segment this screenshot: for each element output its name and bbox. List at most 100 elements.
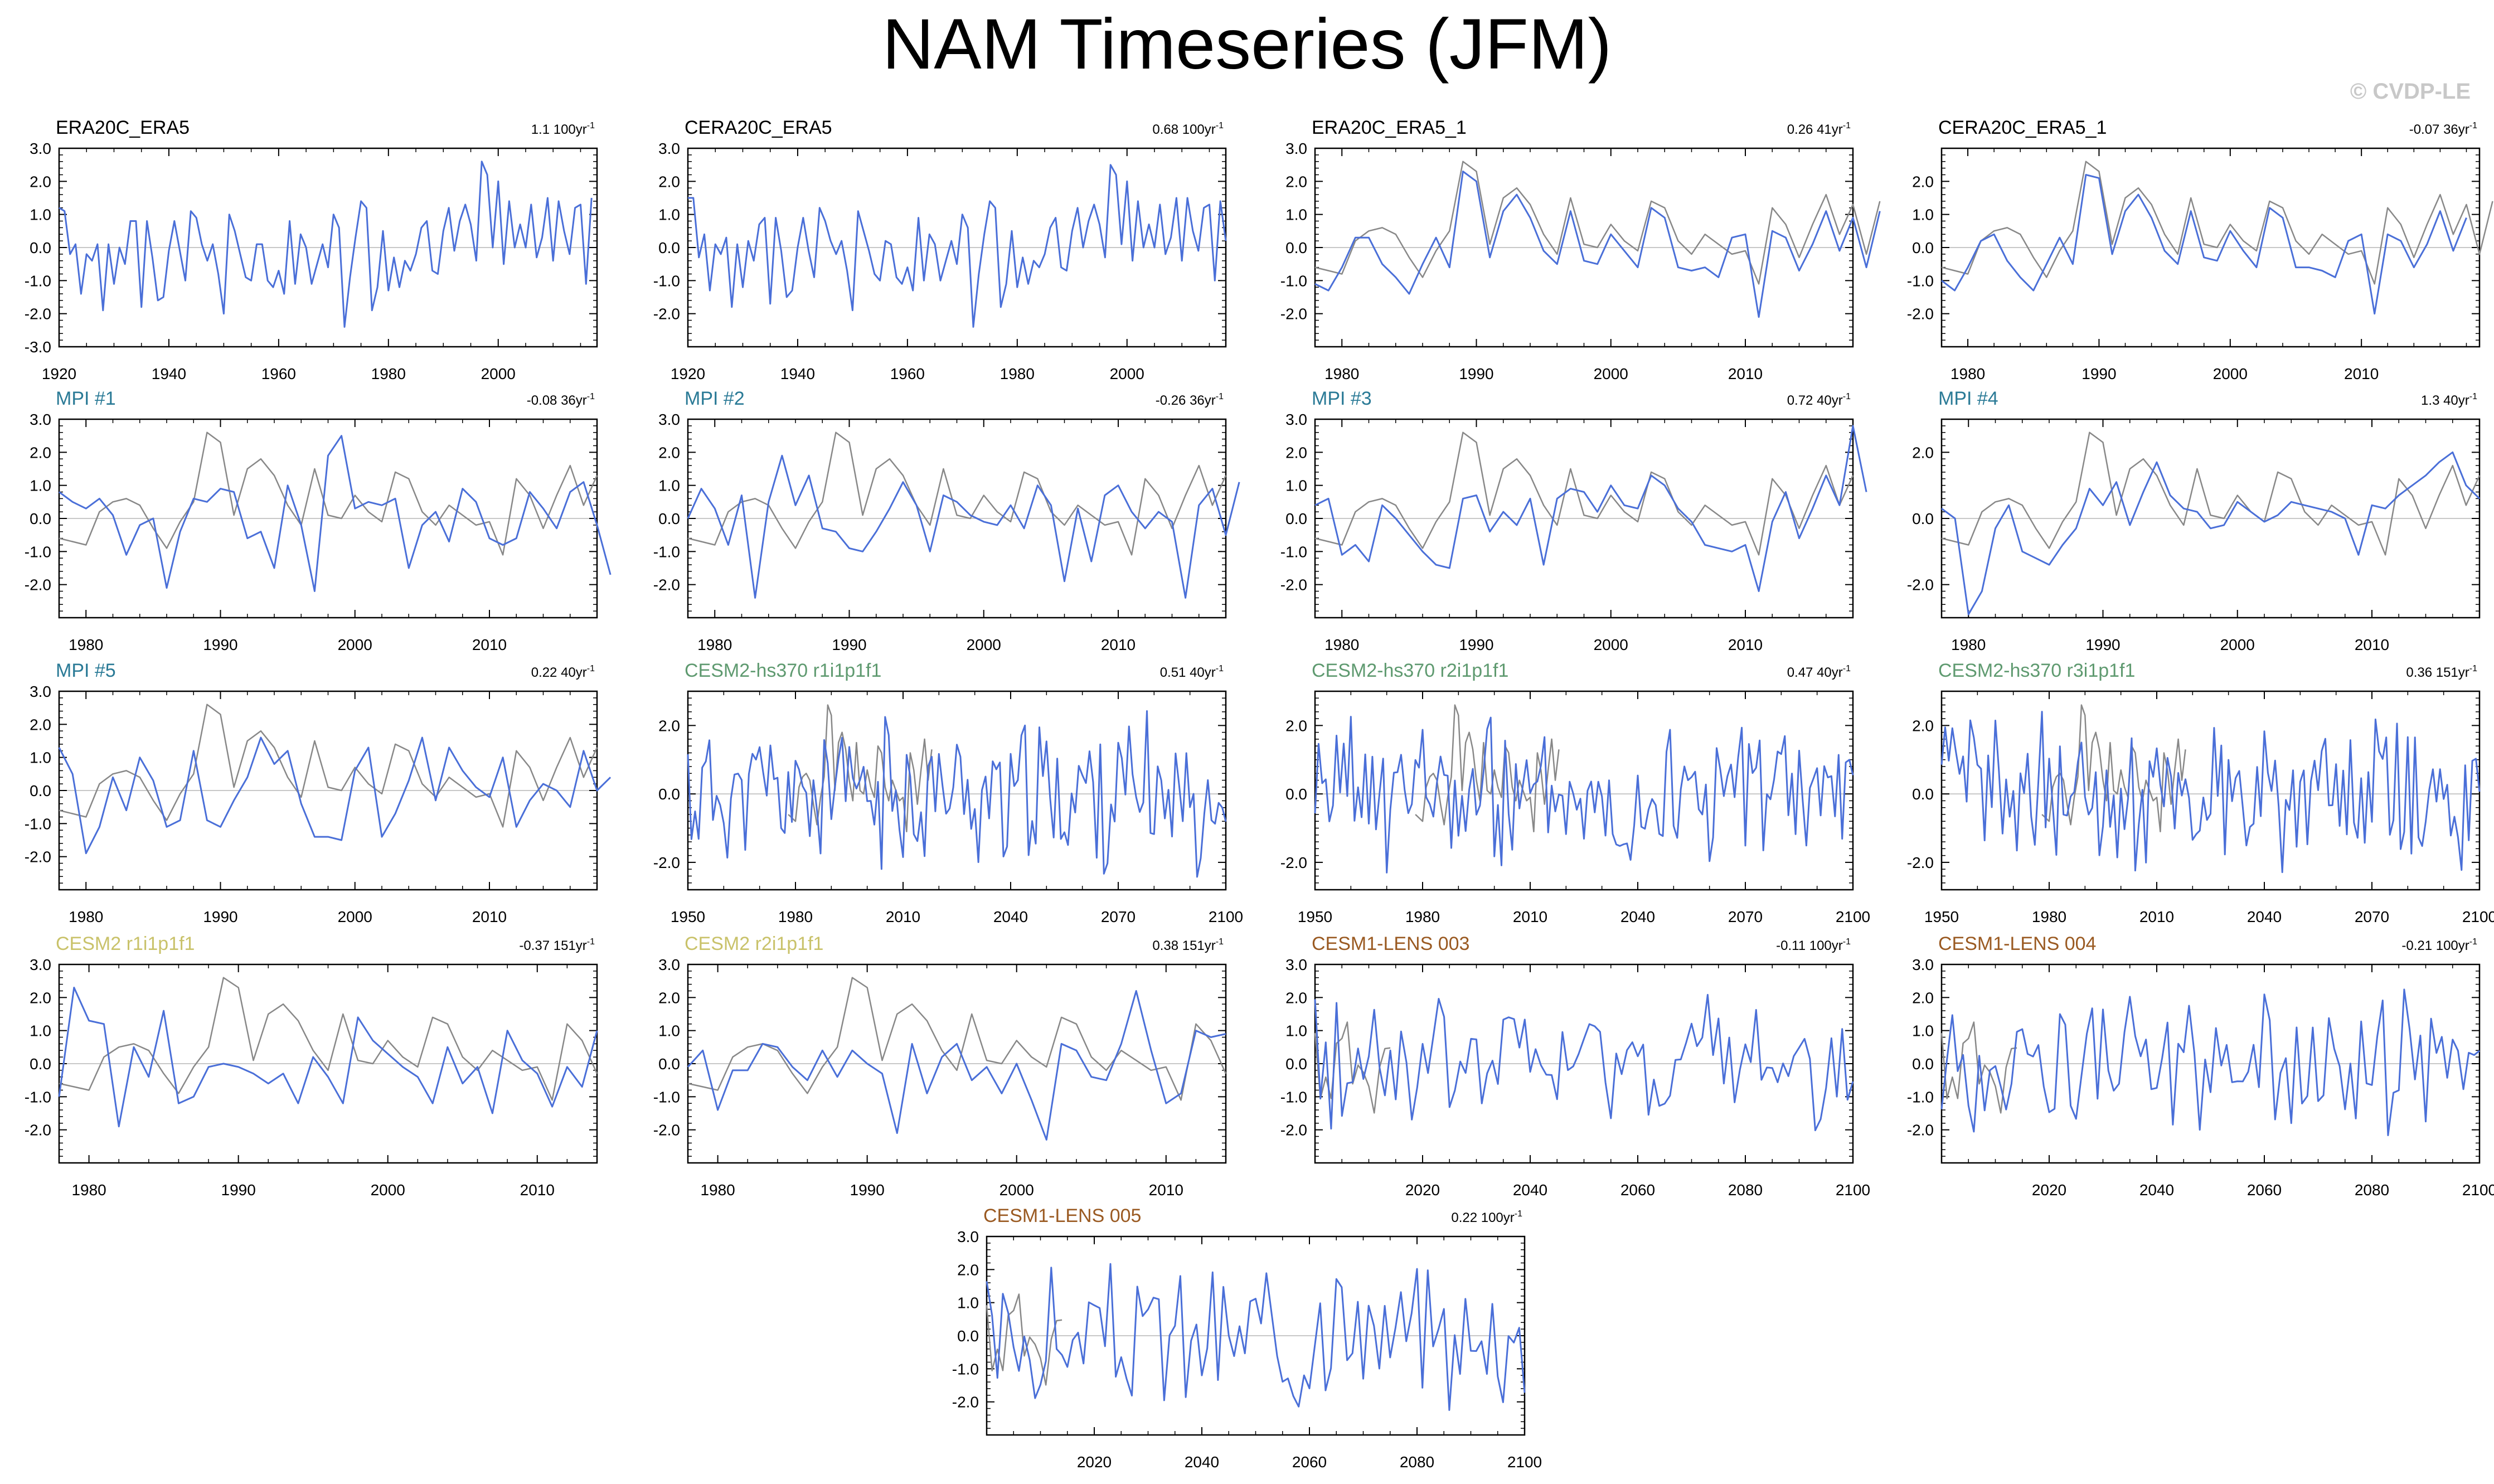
- y-tick-label: -2.0: [25, 576, 51, 594]
- trend-superscript: -1: [1843, 121, 1851, 130]
- x-tick-label: 1980: [371, 365, 406, 382]
- y-tick-label: -1.0: [1907, 272, 1934, 289]
- y-tick-label: 0.0: [1285, 510, 1307, 527]
- x-tick-label: 1980: [1324, 636, 1359, 653]
- observed-series-line: [687, 977, 1227, 1101]
- panel-title: MPI #4: [1938, 388, 1998, 409]
- trend-label: 1.1 100yr-1: [531, 121, 595, 137]
- x-tick-label: 2060: [1292, 1453, 1327, 1471]
- y-tick-label: 3.0: [1285, 956, 1307, 973]
- trend-superscript: -1: [587, 121, 595, 130]
- trend-label: 0.38 151yr-1: [1152, 937, 1224, 953]
- y-tick-label: -2.0: [1280, 305, 1307, 323]
- model-series-line: [986, 1263, 1526, 1411]
- panel-title: CESM1-LENS 004: [1938, 933, 2096, 954]
- trend-superscript: -1: [1216, 937, 1224, 947]
- model-series-line: [687, 454, 1240, 599]
- y-tick-label: 1.0: [658, 1022, 680, 1040]
- x-tick-label: 2040: [2139, 1181, 2174, 1199]
- y-tick-label: 0.0: [1912, 239, 1934, 256]
- y-tick-label: -1.0: [1280, 543, 1307, 560]
- y-tick-label: -1.0: [1907, 1088, 1934, 1105]
- y-tick-label: -1.0: [25, 272, 51, 289]
- y-tick-label: -2.0: [1280, 854, 1307, 871]
- x-tick-label: 1980: [778, 908, 813, 925]
- trend-label: -0.07 36yr-1: [2409, 121, 2477, 137]
- x-tick-label: 1980: [1951, 636, 1986, 653]
- x-tick-label: 1980: [69, 636, 103, 653]
- trend-superscript: -1: [2469, 392, 2477, 401]
- y-tick-label: 1.0: [30, 477, 51, 494]
- panel-title: CERA20C_ERA5_1: [1938, 117, 2107, 138]
- y-tick-label: -2.0: [653, 854, 680, 871]
- x-tick-label: 1980: [2032, 908, 2066, 925]
- panel-7: 3.0 2.0 1.0 0.0 -1.0 -2.0 1980 1990 2000 2010 MPI …: [1280, 388, 1867, 653]
- y-tick-label: 3.0: [658, 140, 680, 157]
- panel-14: 3.0 2.0 1.0 0.0 -1.0 -2.0 1980 1990 2000 2010 CESM…: [653, 933, 1227, 1199]
- x-tick-label: 2040: [1620, 908, 1655, 925]
- panel-12: 2.0 0.0 -2.0 1950 1980 2010 2040 2070 2100 CESM2-…: [1907, 660, 2494, 925]
- y-tick-label: 1.0: [30, 206, 51, 224]
- panel-2: 3.0 2.0 1.0 0.0 -1.0 -2.0 1920 1940 1960 1980 2000…: [653, 117, 1227, 382]
- trend-label: 0.47 40yr-1: [1787, 664, 1851, 680]
- x-tick-label: 2010: [1513, 908, 1547, 925]
- y-tick-label: 2.0: [1912, 173, 1934, 190]
- panel-frame: [687, 690, 1227, 891]
- y-tick-label: 1.0: [957, 1294, 979, 1312]
- x-tick-label: 1980: [1000, 365, 1035, 382]
- trend-superscript: -1: [1216, 392, 1224, 401]
- x-tick-label: 2000: [999, 1181, 1034, 1199]
- model-series-line: [58, 736, 612, 855]
- y-tick-label: 0.0: [30, 510, 51, 527]
- y-tick-label: 0.0: [658, 510, 680, 527]
- trend-label: -0.21 100yr-1: [2401, 937, 2477, 953]
- y-tick-label: 2.0: [658, 717, 680, 734]
- panel-4: 2.0 1.0 0.0 -1.0 -2.0 1980 1990 2000 2010 CERA20C…: [1907, 117, 2493, 382]
- x-tick-label: 1990: [221, 1181, 256, 1199]
- y-tick-label: 0.0: [30, 1055, 51, 1073]
- panel-title: CESM1-LENS 003: [1312, 933, 1469, 954]
- x-tick-label: 2100: [1209, 908, 1243, 925]
- panel-title: CESM1-LENS 005: [983, 1205, 1141, 1226]
- panel-15: 3.0 2.0 1.0 0.0 -1.0 -2.0 2020 2040 2060 2080 2100…: [1280, 933, 1870, 1199]
- y-tick-label: -2.0: [653, 1122, 680, 1139]
- y-tick-label: -2.0: [952, 1394, 979, 1411]
- observed-series-line: [1415, 704, 1560, 832]
- observed-series-line: [1941, 161, 2493, 285]
- x-tick-label: 2000: [338, 636, 372, 653]
- model-series-line: [1314, 171, 1881, 318]
- trend-superscript: -1: [2469, 121, 2477, 130]
- panel-title: MPI #2: [685, 388, 745, 409]
- y-tick-label: -2.0: [25, 305, 51, 323]
- panel-5: 3.0 2.0 1.0 0.0 -1.0 -2.0 1980 1990 2000 2010 MPI …: [25, 388, 612, 653]
- y-tick-label: 2.0: [658, 173, 680, 190]
- y-tick-label: 0.0: [658, 239, 680, 256]
- x-tick-label: 1980: [71, 1181, 106, 1199]
- y-tick-label: -1.0: [1280, 1088, 1307, 1105]
- panel-3: 3.0 2.0 1.0 0.0 -1.0 -2.0 1980 1990 2000 2010 ERA2…: [1280, 117, 1881, 382]
- x-tick-label: 1920: [671, 365, 705, 382]
- x-tick-label: 1940: [152, 365, 186, 382]
- y-tick-label: -1.0: [653, 543, 680, 560]
- x-tick-label: 2000: [1594, 636, 1628, 653]
- y-tick-label: -1.0: [25, 1088, 51, 1105]
- x-tick-label: 2000: [481, 365, 516, 382]
- x-tick-label: 1990: [2081, 365, 2116, 382]
- trend-label: 0.72 40yr-1: [1787, 392, 1851, 408]
- model-series-line: [59, 161, 593, 328]
- x-tick-label: 1980: [1324, 365, 1359, 382]
- model-series-line: [1314, 993, 1854, 1132]
- observed-series-line: [59, 977, 598, 1101]
- trend-label: 0.51 40yr-1: [1160, 664, 1224, 680]
- y-tick-label: -2.0: [1907, 305, 1934, 323]
- x-tick-label: 2010: [1728, 365, 1763, 382]
- x-tick-label: 2000: [2220, 636, 2255, 653]
- y-tick-label: 2.0: [1285, 173, 1307, 190]
- y-tick-label: 1.0: [658, 206, 680, 224]
- y-tick-label: 2.0: [658, 444, 680, 461]
- x-tick-label: 1980: [69, 908, 103, 925]
- panel-title: MPI #1: [56, 388, 116, 409]
- y-tick-label: 3.0: [1912, 956, 1934, 973]
- x-tick-label: 2040: [1513, 1181, 1547, 1199]
- x-tick-label: 2060: [1620, 1181, 1655, 1199]
